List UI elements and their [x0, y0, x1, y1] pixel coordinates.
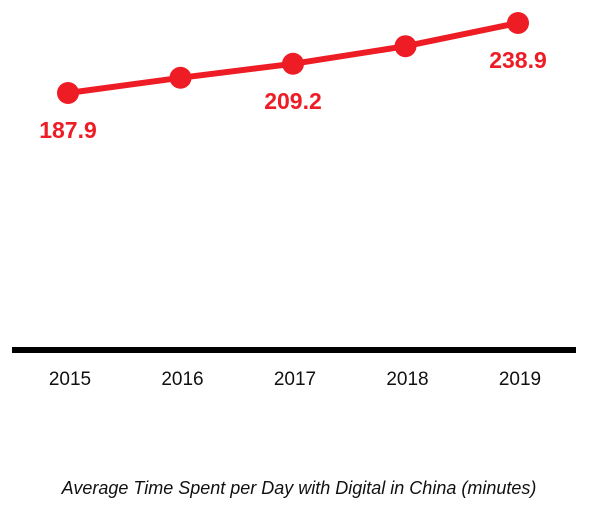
data-label-2017: 209.2: [264, 88, 322, 114]
data-point-2019: [507, 12, 529, 34]
x-tick-layer: 2015 2016 2017 2018 2019: [49, 369, 541, 390]
x-tick-label-2017: 2017: [274, 369, 316, 390]
data-label-2019: 238.9: [489, 47, 547, 73]
x-tick-label-2016: 2016: [161, 369, 203, 390]
x-tick-label-2018: 2018: [386, 369, 428, 390]
data-label-2015: 187.9: [39, 117, 97, 143]
data-label-layer: 187.9 209.2 238.9: [39, 47, 547, 143]
chart-caption: Average Time Spent per Day with Digital …: [61, 478, 537, 498]
data-point-2015: [57, 82, 79, 104]
series-layer: [57, 12, 529, 104]
data-point-2017: [282, 52, 304, 75]
x-tick-label-2019: 2019: [499, 369, 541, 390]
data-point-2016: [169, 66, 192, 89]
x-tick-label-2015: 2015: [49, 369, 91, 390]
data-point-2018: [394, 35, 417, 58]
